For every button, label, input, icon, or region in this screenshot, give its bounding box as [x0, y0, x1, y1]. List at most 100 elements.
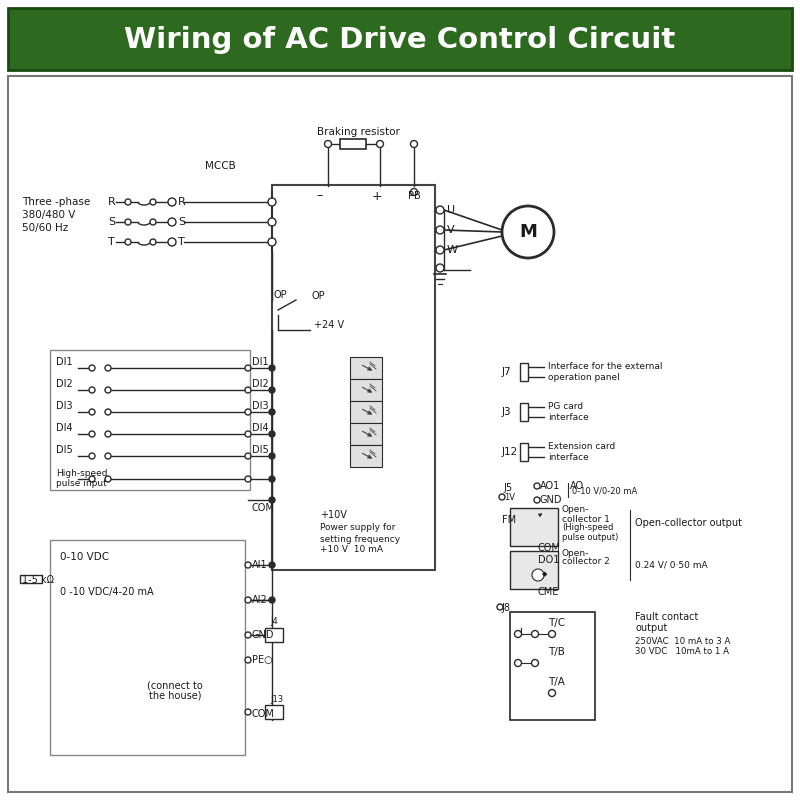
Circle shape — [245, 562, 251, 568]
Circle shape — [269, 597, 275, 603]
Text: R: R — [108, 197, 116, 207]
Bar — [350, 401, 382, 423]
Text: PE○: PE○ — [252, 655, 273, 665]
Circle shape — [499, 494, 505, 500]
Circle shape — [245, 657, 251, 663]
Bar — [272, 185, 435, 570]
Text: DI1: DI1 — [252, 357, 269, 367]
Circle shape — [245, 431, 251, 437]
Text: 0-10 VDC: 0-10 VDC — [60, 552, 109, 562]
Text: J13: J13 — [270, 695, 283, 705]
Circle shape — [89, 453, 95, 459]
Text: +10V: +10V — [320, 510, 347, 520]
Text: OP: OP — [274, 290, 288, 300]
Text: ◆: ◆ — [542, 571, 548, 577]
Text: M: M — [519, 223, 537, 241]
Text: the house): the house) — [149, 691, 202, 701]
Circle shape — [269, 476, 275, 482]
Circle shape — [150, 239, 156, 245]
Text: S: S — [178, 217, 185, 227]
Text: V: V — [447, 225, 454, 235]
Text: J5: J5 — [503, 483, 512, 493]
Circle shape — [531, 659, 538, 666]
Text: COM: COM — [252, 503, 275, 513]
Bar — [520, 443, 528, 461]
Text: Braking resistor: Braking resistor — [317, 127, 399, 137]
Text: GND: GND — [540, 495, 562, 505]
Text: PG card
interface: PG card interface — [548, 402, 589, 422]
Bar — [350, 379, 382, 401]
Circle shape — [269, 497, 275, 503]
Text: Fault contact: Fault contact — [635, 612, 698, 622]
Text: 1-5 kΩ: 1-5 kΩ — [22, 575, 54, 585]
Text: pulse input: pulse input — [56, 479, 106, 489]
Circle shape — [245, 409, 251, 415]
Circle shape — [89, 431, 95, 437]
Text: DI2: DI2 — [252, 379, 269, 389]
Circle shape — [168, 238, 176, 246]
Text: CME: CME — [538, 587, 559, 597]
Circle shape — [269, 365, 275, 371]
Circle shape — [436, 206, 444, 214]
Circle shape — [410, 141, 418, 147]
Circle shape — [105, 431, 111, 437]
Circle shape — [269, 409, 275, 415]
Text: AO: AO — [570, 481, 584, 491]
Bar — [520, 403, 528, 421]
Circle shape — [105, 476, 111, 482]
Text: –: – — [316, 190, 322, 202]
Text: (High-speed: (High-speed — [562, 523, 614, 533]
Circle shape — [534, 497, 540, 503]
Text: COM: COM — [538, 543, 561, 553]
Text: Open-: Open- — [562, 506, 590, 514]
Circle shape — [377, 141, 383, 147]
Bar — [510, 551, 558, 589]
Circle shape — [514, 659, 522, 666]
Circle shape — [105, 387, 111, 393]
Text: U: U — [447, 205, 455, 215]
Circle shape — [150, 219, 156, 225]
Circle shape — [89, 409, 95, 415]
Text: 0-10 V/0-20 mA: 0-10 V/0-20 mA — [572, 486, 638, 495]
Bar — [20, 575, 42, 583]
Text: DI4: DI4 — [56, 423, 73, 433]
Text: J4: J4 — [270, 618, 278, 626]
Bar — [350, 423, 382, 445]
Circle shape — [436, 246, 444, 254]
Text: High-speed: High-speed — [56, 470, 107, 478]
Bar — [8, 8, 792, 70]
Text: J3: J3 — [502, 407, 512, 417]
Circle shape — [245, 387, 251, 393]
Circle shape — [168, 218, 176, 226]
Circle shape — [436, 264, 444, 272]
Text: DI1: DI1 — [56, 357, 73, 367]
Text: DI3: DI3 — [252, 401, 269, 411]
Text: DO1: DO1 — [538, 555, 559, 565]
Bar — [350, 445, 382, 467]
Bar — [350, 357, 382, 379]
Circle shape — [245, 453, 251, 459]
Text: MCCB: MCCB — [205, 161, 236, 171]
Text: GND: GND — [252, 630, 274, 640]
Text: +10 V  10 mA: +10 V 10 mA — [320, 546, 383, 554]
Bar — [50, 540, 245, 755]
Bar — [265, 628, 283, 642]
Circle shape — [269, 387, 275, 393]
Text: 250VAC  10 mA to 3 A: 250VAC 10 mA to 3 A — [635, 637, 730, 646]
Bar — [50, 350, 250, 490]
Text: DI5: DI5 — [252, 445, 269, 455]
Bar — [340, 139, 366, 149]
Circle shape — [514, 630, 522, 638]
Text: T/A: T/A — [548, 677, 565, 687]
Text: Power supply for: Power supply for — [320, 523, 395, 533]
Text: AI1: AI1 — [252, 560, 268, 570]
Text: Wiring of AC Drive Control Circuit: Wiring of AC Drive Control Circuit — [124, 26, 676, 54]
Text: +: + — [372, 190, 382, 202]
Circle shape — [269, 431, 275, 437]
Text: DI3: DI3 — [56, 401, 73, 411]
Text: PB: PB — [408, 191, 421, 201]
Circle shape — [325, 141, 331, 147]
Circle shape — [89, 365, 95, 371]
Text: 50/60 Hz: 50/60 Hz — [22, 223, 68, 233]
Text: AI2: AI2 — [252, 595, 268, 605]
